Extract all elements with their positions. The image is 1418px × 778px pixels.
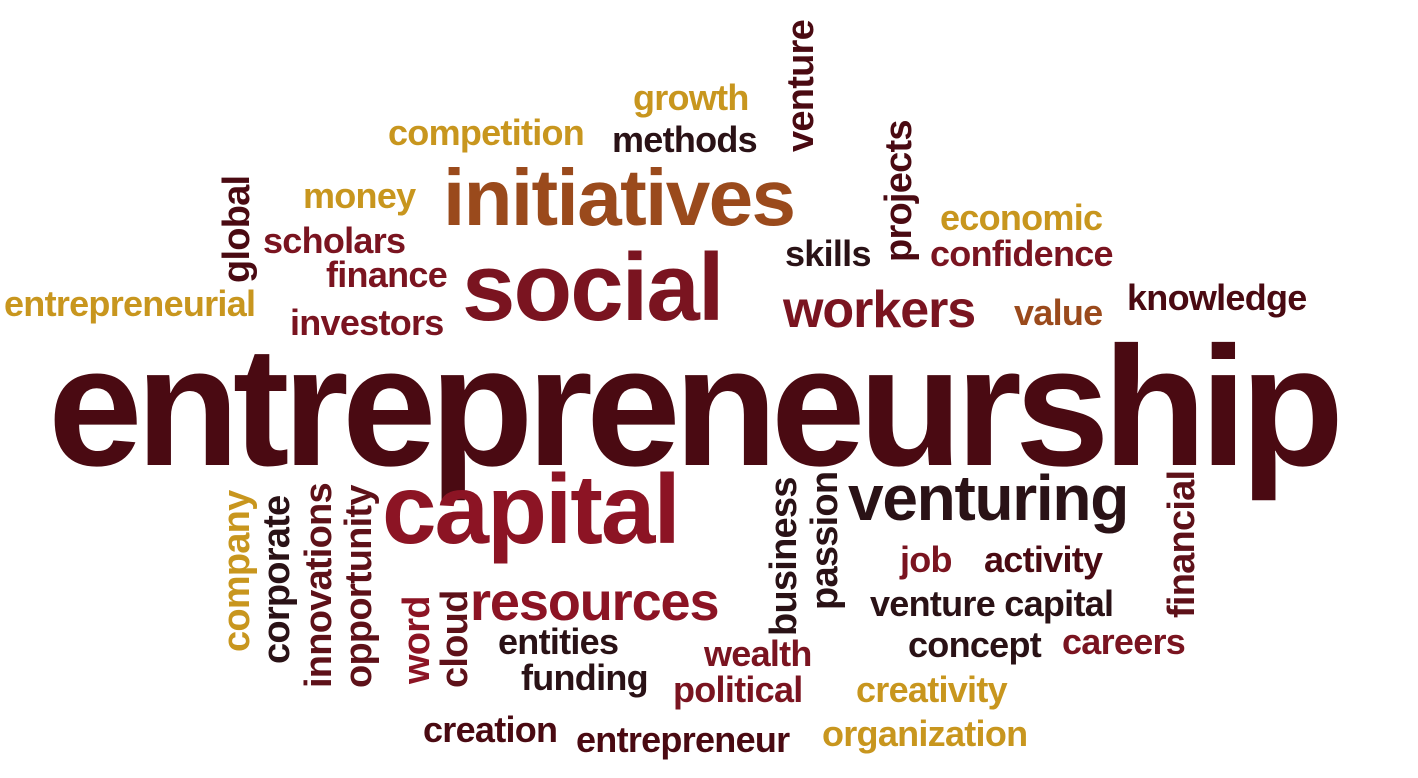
word-wealth: wealth — [704, 636, 812, 672]
word-growth: growth — [633, 80, 749, 116]
word-funding: funding — [521, 660, 648, 696]
word-concept: concept — [908, 627, 1041, 663]
word-creation: creation — [423, 712, 557, 748]
word-entrepreneurial: entrepreneurial — [4, 286, 255, 322]
word-competition: competition — [388, 115, 584, 151]
word-venture-vertical: venture — [782, 20, 820, 152]
word-financial: financial — [1163, 471, 1201, 618]
word-entrepreneurship: entrepreneurship — [48, 322, 1337, 492]
word-skills: skills — [785, 236, 871, 272]
word-projects: projects — [880, 120, 918, 262]
word-careers: careers — [1062, 624, 1185, 660]
word-capital: capital — [382, 460, 679, 558]
word-creativity: creativity — [856, 672, 1007, 708]
word-workers: workers — [783, 284, 975, 336]
word-methods: methods — [612, 122, 757, 158]
word-money: money — [303, 178, 415, 214]
word-entities: entities — [498, 624, 618, 660]
word-activity: activity — [984, 542, 1102, 578]
word-initiatives: initiatives — [443, 158, 794, 238]
word-value: value — [1014, 295, 1102, 331]
word-investors: investors — [290, 305, 444, 341]
word-knowledge: knowledge — [1127, 280, 1307, 316]
word-innovations: innovations — [300, 483, 338, 688]
word-social: social — [462, 240, 723, 336]
word-economic: economic — [940, 200, 1102, 236]
word-job: job — [900, 542, 952, 578]
word-confidence: confidence — [930, 236, 1113, 272]
word-global: global — [218, 176, 256, 283]
word-word: word — [398, 596, 436, 684]
word-cloud: cloud — [436, 590, 474, 688]
word-business: business — [765, 477, 803, 636]
word-political: political — [673, 672, 803, 708]
word-venture-capital: venture capital — [870, 586, 1113, 622]
word-venturing: venturing — [848, 466, 1128, 530]
word-opportunity: opportunity — [340, 485, 378, 688]
word-passion: passion — [806, 472, 844, 610]
word-company: company — [218, 490, 256, 652]
word-corporate: corporate — [258, 496, 296, 664]
word-entrepreneur: entrepreneur — [576, 722, 789, 758]
word-organization: organization — [822, 716, 1027, 752]
word-finance: finance — [326, 257, 447, 293]
